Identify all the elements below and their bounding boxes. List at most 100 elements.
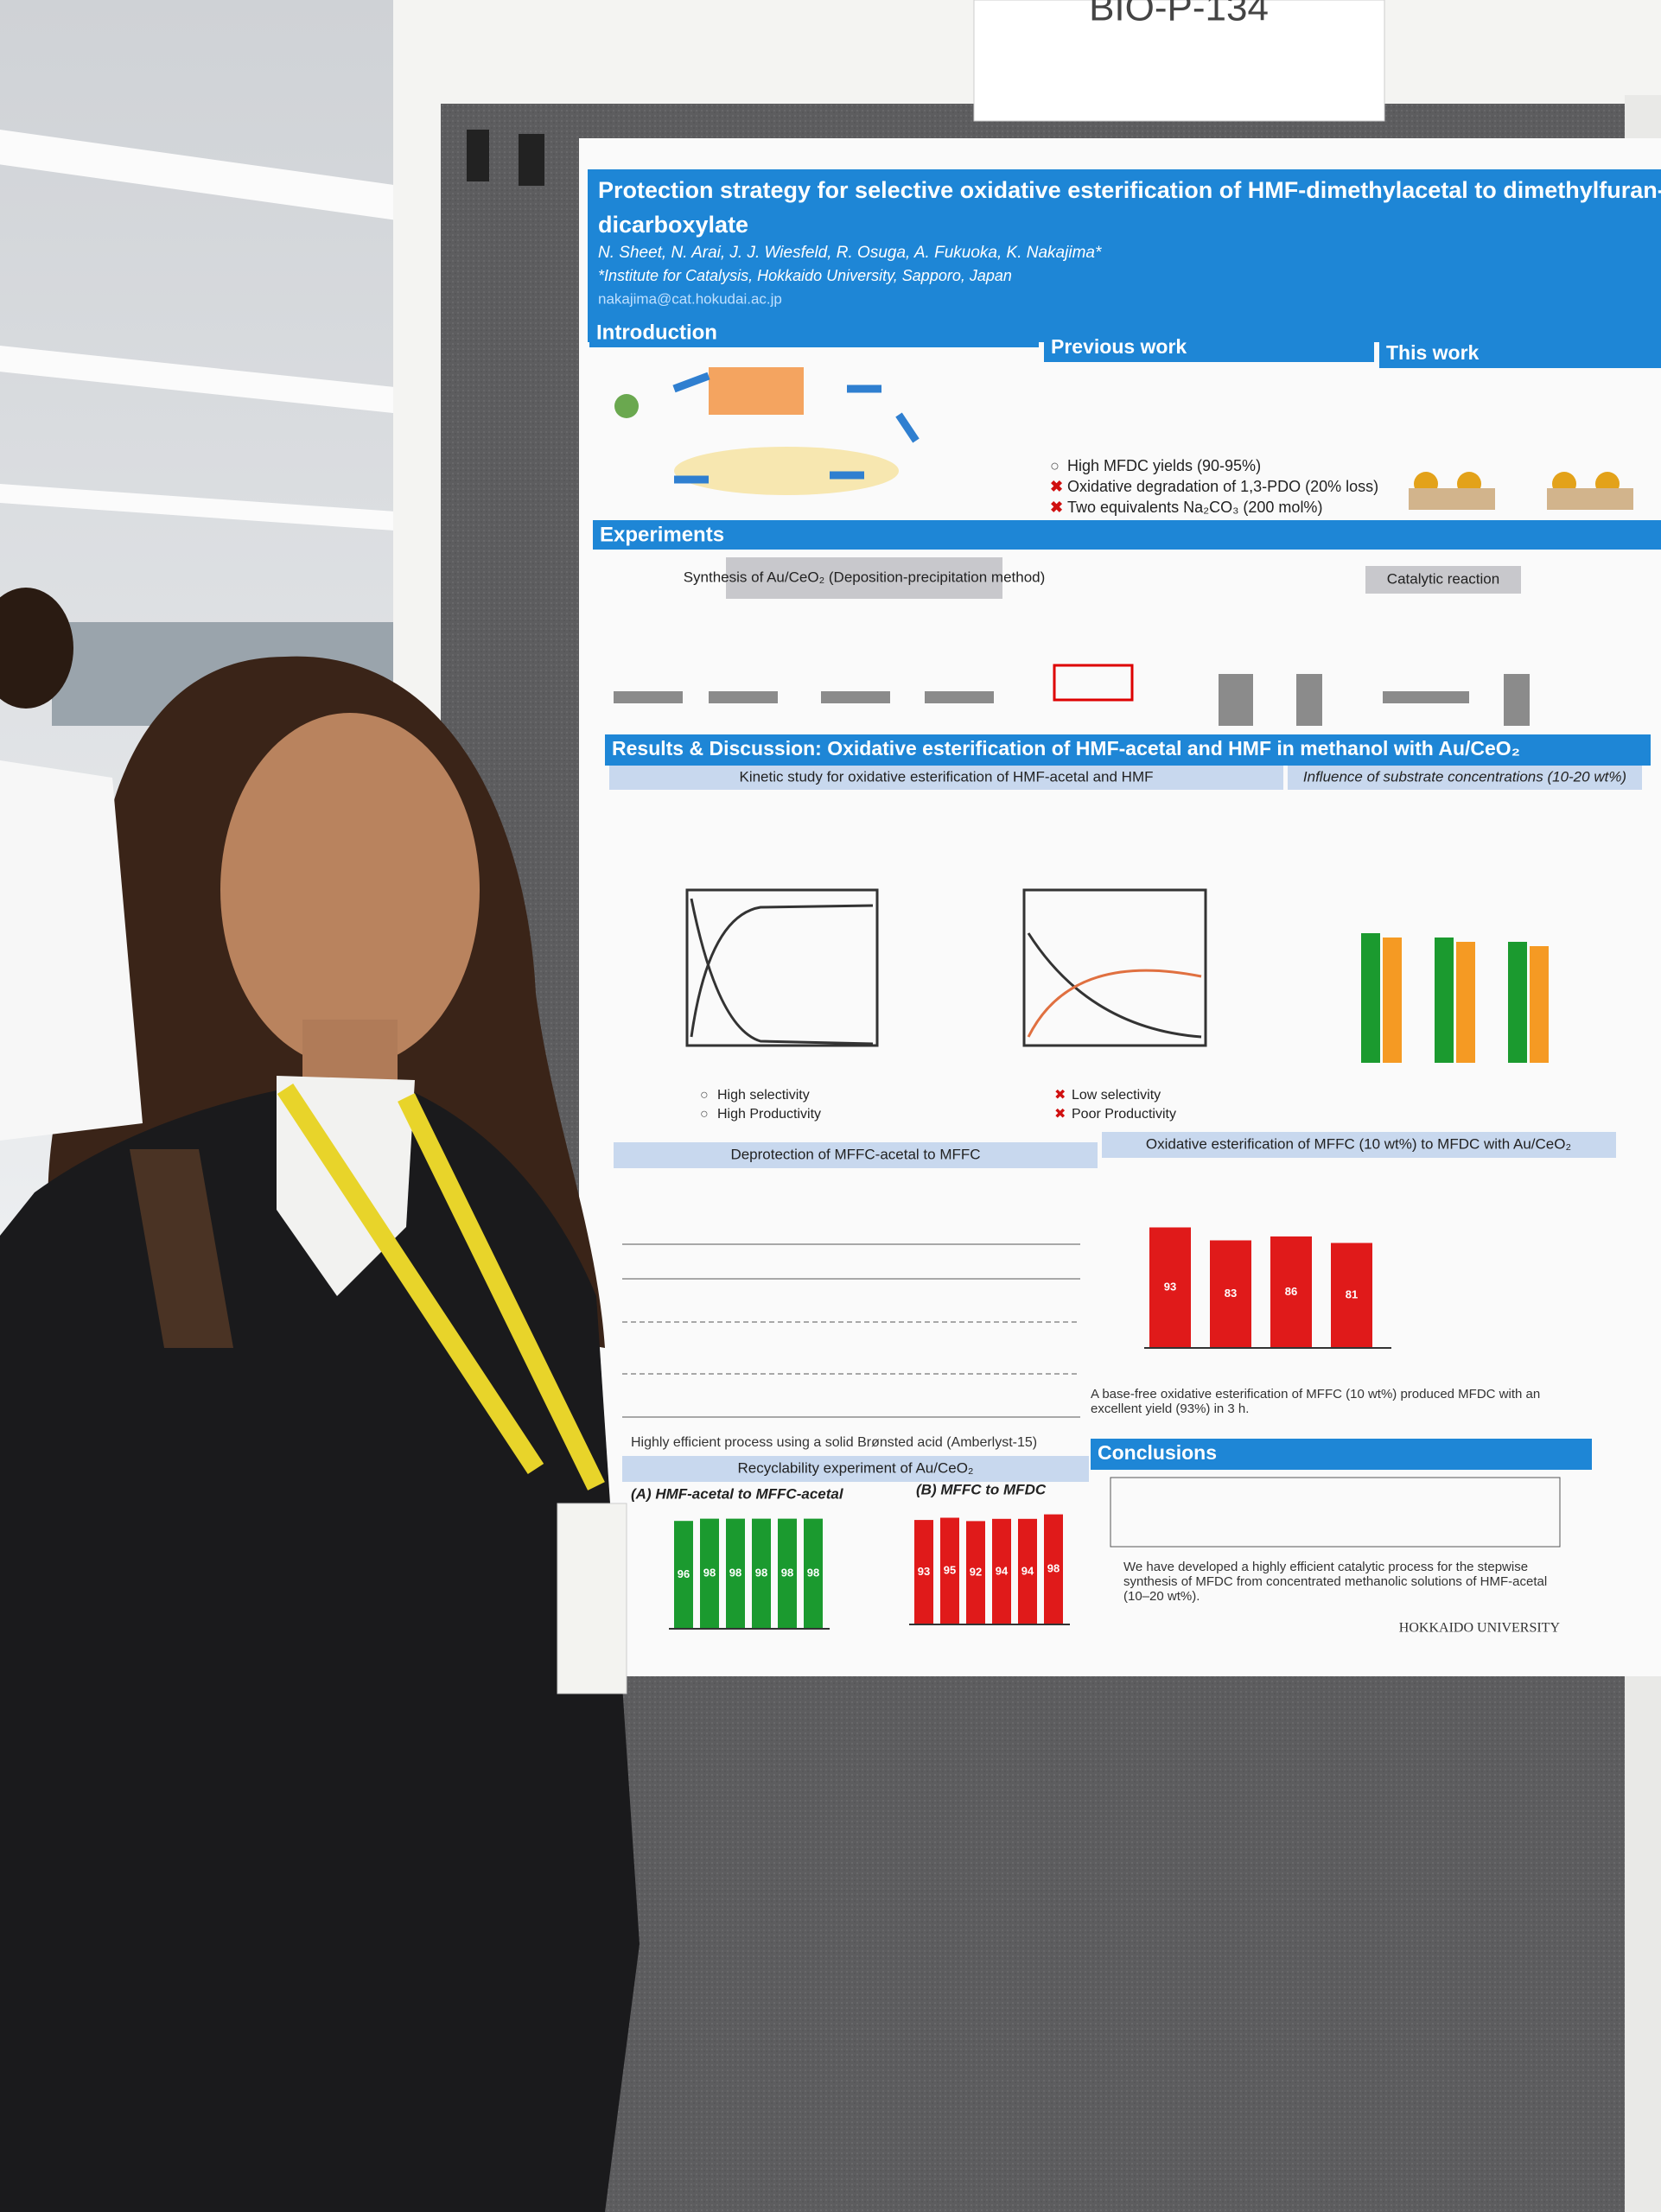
authors: N. Sheet, N. Arai, J. J. Wiesfeld, R. Os…	[598, 244, 1102, 262]
bullet-mark: ✖	[1054, 1088, 1066, 1103]
panel-title: Kinetic study for oxidative esterificati…	[739, 768, 1153, 785]
ceiling-lights	[0, 130, 405, 531]
section-title: Experiments	[600, 523, 724, 546]
bullet-mark: ✖	[1054, 1107, 1066, 1122]
bar-label: 98	[1047, 1562, 1060, 1575]
bar-label: 96	[678, 1567, 690, 1580]
booth-code: BIO-P-134	[1089, 0, 1269, 29]
panel-title: Synthesis of Au/CeO₂ (Deposition-precipi…	[684, 569, 1046, 585]
title-bar	[588, 169, 1661, 342]
bar-label: 93	[918, 1565, 930, 1578]
bar-label: 94	[996, 1564, 1009, 1577]
kinetic-point: Low selectivity	[1072, 1088, 1161, 1103]
section-bar	[593, 520, 1661, 550]
previous-work-point: Two equivalents Na₂CO₃ (200 mol%)	[1067, 499, 1322, 516]
person	[0, 656, 640, 2212]
base-free-text: A base-free oxidative esterification of …	[1091, 1387, 1541, 1416]
kinetic-plots	[685, 888, 1207, 1047]
bar-label: 93	[1164, 1281, 1176, 1294]
bar	[992, 1518, 1011, 1624]
kinetic-point: Poor Productivity	[1072, 1107, 1176, 1122]
bullet-mark: ○	[700, 1088, 709, 1103]
conclusion: We have developed a highly efficient cat…	[1123, 1560, 1548, 1604]
panel-title: Recyclability experiment of Au/CeO₂	[737, 1459, 973, 1476]
bar-label: 92	[970, 1566, 982, 1579]
bullet-mark: ✖	[1050, 478, 1063, 495]
bystander	[0, 588, 143, 1141]
conclusion-text: We have developed a highly efficient cat…	[1123, 1560, 1548, 1604]
bar	[1149, 1227, 1191, 1348]
conclusion-scheme	[1110, 1477, 1561, 1548]
university: HOKKAIDO UNIVERSITY	[1399, 1621, 1561, 1636]
base-free-note: A base-free oxidative esterification of …	[1091, 1387, 1541, 1416]
panel-header	[726, 557, 1002, 599]
lanyard	[277, 1083, 605, 1491]
bar	[752, 1518, 771, 1629]
section-bar	[1379, 339, 1661, 368]
section-title: Conclusions	[1098, 1441, 1217, 1464]
previous-work-point: Oxidative degradation of 1,3-PDO (20% lo…	[1067, 478, 1378, 495]
panel-header	[609, 766, 1283, 790]
section-bar	[605, 734, 1651, 766]
section-title: This work	[1386, 341, 1480, 364]
poster-title: dicarboxylate	[598, 212, 748, 238]
email: nakajima@cat.hokudai.ac.jp	[598, 290, 782, 307]
bar-label: 81	[1346, 1288, 1358, 1301]
deprotection-table	[622, 1243, 1080, 1418]
panel-title: Deprotection of MFFC-acetal to MFFC	[730, 1146, 980, 1162]
kinetic-points: ○ High selectivity ○ High Productivity ✖ Low …	[700, 1088, 1176, 1122]
panel-title: Catalytic reaction	[1387, 570, 1499, 587]
panel-header	[622, 1456, 1089, 1482]
bar	[1044, 1514, 1063, 1624]
affiliation: *Institute for Catalysis, Hokkaido Unive…	[598, 267, 1012, 284]
deprotection-note: Highly efficient process using a solid B…	[631, 1435, 1037, 1450]
bar-label: 98	[781, 1567, 793, 1580]
bar-label: 98	[807, 1567, 819, 1580]
bar-label: 98	[729, 1567, 741, 1580]
bullet-mark: ○	[1050, 457, 1060, 474]
bar	[778, 1518, 797, 1629]
poster-title: Protection strategy for selective oxidat…	[598, 177, 1661, 203]
bar	[804, 1518, 823, 1629]
bar	[700, 1518, 719, 1629]
kinetic-point: High Productivity	[717, 1107, 821, 1122]
section-title: Previous work	[1051, 335, 1187, 358]
bar-label: 98	[755, 1567, 767, 1580]
section-title: Results & Discussion: Oxidative esterifi…	[612, 737, 1520, 760]
bar-label: 95	[944, 1564, 956, 1577]
panel-title: Oxidative esterification of MFFC (10 wt%…	[1146, 1135, 1571, 1152]
panel-header	[1288, 766, 1642, 790]
bar	[726, 1518, 745, 1629]
recycle-label: (B) MFFC to MFDC	[916, 1481, 1047, 1497]
previous-work-points: ○ High MFDC yields (90-95%)✖ Oxidative deg…	[1050, 457, 1378, 516]
name-badge	[557, 1503, 627, 1694]
previous-work-point: High MFDC yields (90-95%)	[1067, 457, 1261, 474]
bar-label: 83	[1225, 1287, 1237, 1300]
panel-header	[614, 1142, 1098, 1168]
bullet-mark: ○	[700, 1107, 709, 1122]
recycle-bars: 96 98 98 98 98 98 93 95 92 94 94 98	[669, 1514, 1070, 1630]
pins	[467, 130, 544, 186]
bullet-mark: ✖	[1050, 499, 1063, 516]
booth-sign	[973, 0, 1385, 122]
bar-label: 86	[1285, 1285, 1297, 1298]
kinetic-point: High selectivity	[717, 1088, 810, 1103]
bag-strap	[130, 1149, 233, 1348]
section-title: Introduction	[596, 321, 717, 344]
bar	[1210, 1240, 1251, 1348]
section-bar	[1044, 333, 1374, 362]
bar-label: 98	[703, 1567, 716, 1580]
bar	[1331, 1243, 1372, 1348]
bar	[914, 1520, 933, 1624]
bar	[674, 1521, 693, 1629]
intro-scheme	[614, 367, 920, 495]
bar	[1018, 1518, 1037, 1624]
bar	[1270, 1236, 1312, 1348]
bar	[940, 1517, 959, 1624]
section-bar	[1091, 1439, 1592, 1470]
face	[220, 713, 480, 1067]
this-work-scheme	[1409, 472, 1633, 510]
panel-title: Influence of substrate concentrations (1…	[1303, 768, 1626, 785]
bar-label: 94	[1021, 1564, 1034, 1577]
